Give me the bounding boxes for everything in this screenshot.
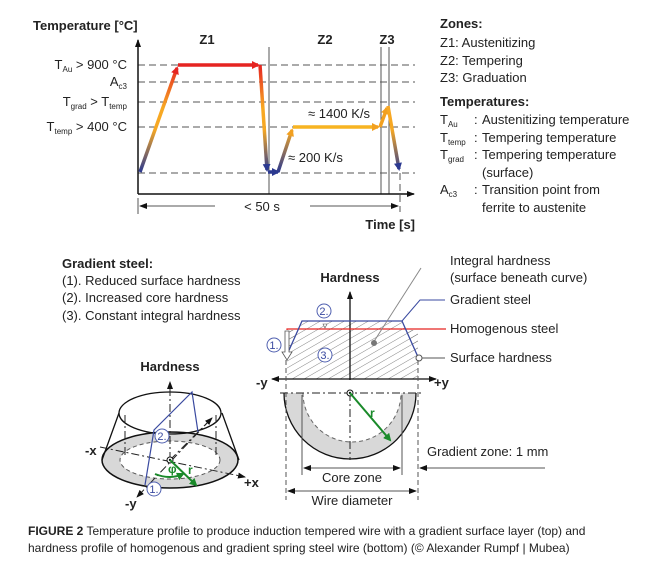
svg-text:Core zone: Core zone xyxy=(322,470,382,485)
temp-item: Ac3 xyxy=(440,182,458,199)
zone-item: Z3: Graduation xyxy=(440,70,527,85)
marker-2 xyxy=(154,428,170,444)
svg-text:-y: -y xyxy=(256,375,268,390)
svg-text:φ: φ xyxy=(168,462,177,476)
y-axis-label: Temperature [°C] xyxy=(33,18,138,33)
legend: Zones: Z1: Austenitizing Z2: Tempering Z… xyxy=(440,16,629,215)
gradient-steel-line xyxy=(285,320,402,358)
temp-item: Ttemp xyxy=(440,130,466,147)
svg-text::: : xyxy=(474,112,478,127)
svg-text:Homogenous steel: Homogenous steel xyxy=(450,321,559,336)
duration-label: < 50 s xyxy=(244,199,280,214)
svg-text:ferrite to austenite: ferrite to austenite xyxy=(482,200,586,215)
svg-text:+x: +x xyxy=(244,475,260,490)
svg-text:(surface beneath curve): (surface beneath curve) xyxy=(450,270,587,285)
caption-line-2: hardness profile of homogenous and gradi… xyxy=(28,541,570,555)
svg-text:+y: +y xyxy=(434,375,450,390)
svg-text:2.: 2. xyxy=(157,431,166,443)
rate-label-low: ≈ 200 K/s xyxy=(288,150,343,165)
hardness-profile-diagram: Hardness -y +y 1. 2. 3. r xyxy=(256,253,587,508)
level-label-ac3: Ac3 xyxy=(110,74,128,91)
level-label-t-temp: Ttemp > 400 °C xyxy=(47,119,127,136)
temperature-curve xyxy=(138,61,402,176)
zone-label-z1: Z1 xyxy=(199,32,214,47)
svg-text::: : xyxy=(474,130,478,145)
svg-text:1.: 1. xyxy=(149,484,158,496)
temp-item: Tgrad xyxy=(440,147,464,164)
svg-text::: : xyxy=(474,182,478,197)
svg-text:-y: -y xyxy=(125,496,137,511)
final-cooling-segment xyxy=(386,105,402,171)
heating-segment xyxy=(138,66,179,173)
svg-text:Tempering temperature: Tempering temperature xyxy=(482,147,616,162)
rate-label-high: ≈ 1400 K/s xyxy=(308,106,371,121)
gradient-steel-notes: Gradient steel: (1). Reduced surface har… xyxy=(62,256,241,323)
svg-text:r: r xyxy=(188,463,193,477)
tempering-heating-segment xyxy=(276,128,294,173)
svg-text:Gradient zone: 1 mm: Gradient zone: 1 mm xyxy=(427,444,548,459)
note-item: (1). Reduced surface hardness xyxy=(62,273,241,288)
svg-text:Transition point from: Transition point from xyxy=(482,182,600,197)
temperature-profile-chart: Temperature [°C] Z1 Z2 Z3 TAu > 900 °C A… xyxy=(33,18,415,232)
marker-2: 2. xyxy=(319,306,328,318)
quench-segment xyxy=(258,64,271,172)
svg-text:Austenitizing temperature: Austenitizing temperature xyxy=(482,112,629,127)
note-item: (2). Increased core hardness xyxy=(62,290,229,305)
zone-label-z2: Z2 xyxy=(317,32,332,47)
svg-text:Hardness: Hardness xyxy=(140,359,199,374)
zones-title: Zones: xyxy=(440,16,483,31)
marker-1 xyxy=(146,481,162,497)
svg-text:(surface): (surface) xyxy=(482,165,533,180)
homogenous-steel-line xyxy=(286,328,446,330)
temperatures-title: Temperatures: xyxy=(440,94,529,109)
caption-line-1: FIGURE 2 Temperature profile to produce … xyxy=(28,524,585,538)
cone-hardness-diagram: Hardness φ r -x +x -y 1. 2. xyxy=(85,359,260,511)
temp-item: TAu xyxy=(440,112,458,129)
marker-1: 1. xyxy=(269,340,278,352)
zone-item: Z2: Tempering xyxy=(440,53,523,68)
svg-text:Gradient steel:: Gradient steel: xyxy=(62,256,153,271)
svg-text:Hardness: Hardness xyxy=(320,270,379,285)
svg-text:Gradient steel: Gradient steel xyxy=(450,292,531,307)
svg-text:Tempering temperature: Tempering temperature xyxy=(482,130,616,145)
zone-label-z3: Z3 xyxy=(379,32,394,47)
zone-item: Z1: Austenitizing xyxy=(440,35,535,50)
note-item: (3). Constant integral hardness xyxy=(62,308,241,323)
svg-text:r: r xyxy=(370,406,375,420)
svg-text:-x: -x xyxy=(85,443,97,458)
reference-lines xyxy=(138,47,415,212)
svg-text:Integral hardness: Integral hardness xyxy=(450,253,551,268)
svg-text:Wire diameter: Wire diameter xyxy=(312,493,394,508)
graduation-segment xyxy=(378,106,389,128)
x-axis-label: Time [s] xyxy=(365,217,415,232)
svg-text::: : xyxy=(474,147,478,162)
level-label-t-au: TAu > 900 °C xyxy=(55,57,127,74)
marker-3: 3. xyxy=(320,350,329,362)
level-label-t-grad: Tgrad > Ttemp xyxy=(63,94,128,111)
svg-text:Surface hardness: Surface hardness xyxy=(450,350,552,365)
